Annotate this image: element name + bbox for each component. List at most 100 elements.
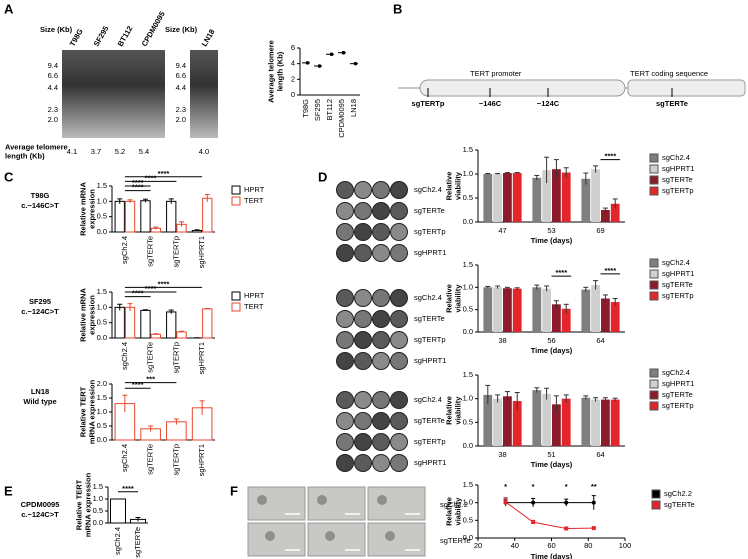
y-axis-label: Relative TERTmRNA expression: [78, 379, 96, 444]
size-mark: 2.3: [48, 105, 58, 114]
y-tick-label: 1.5: [463, 145, 473, 154]
coding-label: TERT coding sequence: [630, 69, 708, 78]
well: [390, 202, 408, 220]
bar: [166, 200, 177, 233]
bar: [601, 399, 610, 446]
panel-label: D: [318, 169, 327, 184]
marker: [564, 526, 569, 531]
legend-swatch: [649, 379, 659, 389]
lane-label: CPDM0095: [140, 10, 167, 48]
y-axis-label: Relative mRNAexpression: [78, 182, 96, 236]
well: [372, 223, 390, 241]
x-tick-label: 69: [596, 226, 604, 235]
chart-title: LN18: [31, 387, 49, 396]
x-tick-label: 38: [498, 336, 506, 345]
length-label: Average telomere length (Kb): [5, 142, 68, 160]
bar: [610, 302, 620, 332]
legend-label: sgTERTp: [662, 186, 694, 195]
bar: [493, 287, 502, 332]
y-tick-label: 1.5: [463, 260, 473, 269]
y-tick-label: 1.5: [97, 181, 107, 190]
lane-label: LN18: [200, 28, 217, 48]
x-tick-label: 40: [511, 541, 519, 550]
well: [390, 412, 408, 430]
panel-label: B: [393, 1, 402, 16]
bar: [140, 200, 151, 233]
bar: [493, 398, 502, 446]
panel-label: A: [4, 1, 14, 16]
bar: [114, 306, 125, 339]
y-tick-label: 0.5: [97, 318, 107, 327]
bar: [591, 285, 600, 332]
bar: [601, 210, 610, 222]
legend-label: sgCh2.4: [662, 258, 690, 267]
well: [390, 310, 408, 328]
bar: [512, 401, 522, 446]
marker: [591, 526, 596, 531]
micro-image: [307, 486, 366, 521]
plate-label: sgTERTe: [414, 206, 445, 215]
significance: ***: [146, 375, 155, 384]
x-tick-label: BT112: [325, 99, 334, 121]
size-mark: 9.4: [176, 61, 186, 70]
well: [354, 412, 372, 430]
y-tick-label: 0.0: [463, 217, 473, 226]
significance: ****: [132, 380, 144, 389]
well: [372, 454, 390, 472]
y-tick-label: 1.5: [97, 393, 107, 402]
blot-image: [62, 50, 165, 138]
x-tick-label: sgCh2.4: [120, 236, 129, 264]
y-tick-label: 1.0: [463, 498, 473, 507]
legend-swatch: [231, 291, 241, 301]
plate-label: sgTERTe: [414, 314, 445, 323]
y-tick-label: 1.0: [97, 407, 107, 416]
x-tick-label: 60: [547, 541, 555, 550]
well: [336, 391, 354, 409]
bar: [140, 309, 151, 339]
y-tick-label: 0.0: [463, 327, 473, 336]
y-tick-label: 0.5: [97, 212, 107, 221]
well: [354, 244, 372, 262]
bar: [483, 394, 493, 446]
bar: [202, 308, 213, 339]
well: [372, 391, 390, 409]
legend-swatch: [651, 489, 661, 499]
well: [354, 433, 372, 451]
bar: [124, 306, 136, 339]
legend-swatch: [649, 269, 659, 279]
micro-image: [367, 486, 426, 521]
site-ticks: [427, 88, 673, 97]
promoter-label: TERT promoter: [470, 69, 522, 78]
size-label: Size (Kb): [165, 25, 198, 34]
well: [336, 412, 354, 430]
legend-swatch: [649, 368, 659, 378]
well: [354, 289, 372, 307]
bar: [503, 173, 512, 222]
well: [336, 454, 354, 472]
y-tick-label: 1.5: [93, 482, 103, 491]
legend-swatch: [651, 500, 661, 510]
x-tick-label: 64: [596, 450, 604, 459]
y-tick-label: 6: [291, 43, 295, 52]
x-tick-label: 47: [498, 226, 506, 235]
y-tick-label: 0.0: [97, 435, 107, 444]
cell: [257, 495, 267, 505]
plate-label: sgCh2.4: [414, 293, 442, 302]
significance: ****: [132, 289, 144, 298]
y-tick-label: 2: [291, 74, 295, 83]
legend-swatch: [231, 185, 241, 195]
y-tick-label: 1.0: [97, 196, 107, 205]
micro-image: [247, 522, 306, 557]
size-mark: 2.3: [176, 105, 186, 114]
bar: [176, 331, 187, 339]
bar: [581, 178, 591, 222]
well: [372, 181, 390, 199]
x-tick-label: sgCh2.4: [120, 342, 129, 370]
x-tick-label: sgHPRT1: [197, 444, 206, 476]
y-axis-label: Relativeviability: [444, 396, 462, 425]
micro-label: sgTERTe: [440, 536, 471, 545]
well: [372, 331, 390, 349]
bar: [110, 498, 126, 524]
legend-swatch: [231, 302, 241, 312]
